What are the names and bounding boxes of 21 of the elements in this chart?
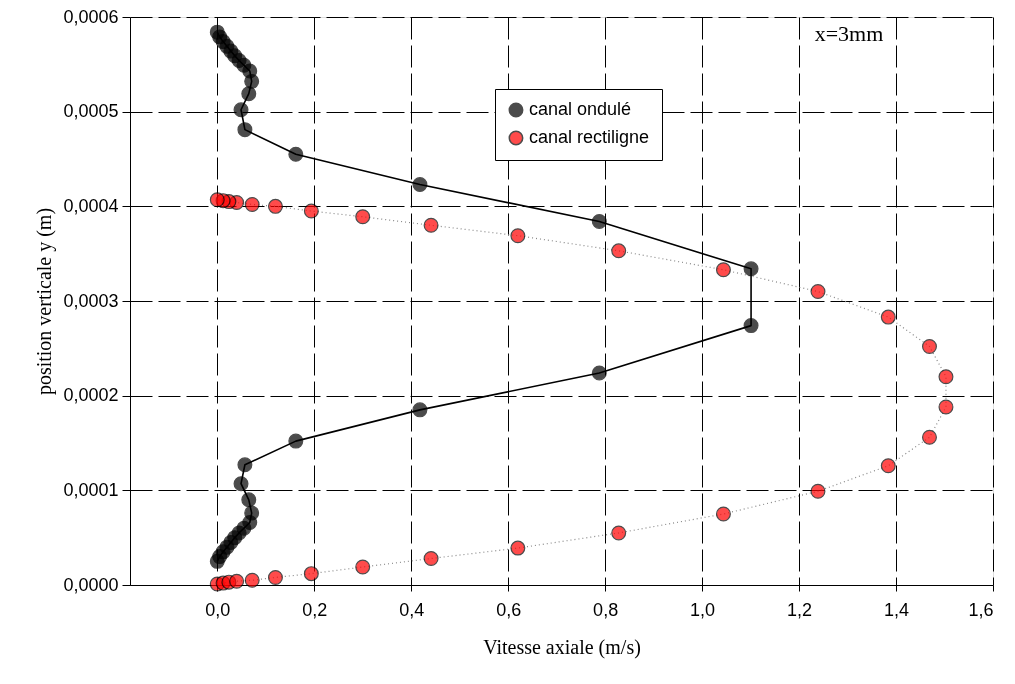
x-tick-label: 0,6 — [496, 599, 522, 620]
x-tick-label: 1,2 — [787, 599, 813, 620]
y-tick-label: 0,0001 — [63, 479, 119, 500]
legend-label: canal ondulé — [529, 99, 632, 119]
y-tick-label: 0,0002 — [63, 385, 119, 406]
x-tick-label: 0,8 — [593, 599, 619, 620]
y-axis-title: position verticale y (m) — [33, 207, 57, 396]
legend-label: canal rectiligne — [529, 127, 650, 147]
y-tick-label: 0,0006 — [63, 6, 119, 27]
x-tick-label: 0,4 — [399, 599, 425, 620]
x-tick-label: 0,2 — [302, 599, 328, 620]
annotation: x=3mm — [814, 21, 884, 46]
y-tick-label: 0,0005 — [63, 101, 119, 122]
y-tick-label: 0,0000 — [63, 574, 119, 595]
y-tick-label: 0,0004 — [63, 195, 119, 216]
x-tick-label: 1,4 — [884, 599, 910, 620]
x-tick-label: 0,0 — [205, 599, 231, 620]
x-tick-label: 1,6 — [968, 599, 994, 620]
x-axis-title: Vitesse axiale (m/s) — [483, 635, 641, 659]
y-tick-label: 0,0003 — [63, 290, 119, 311]
x-tick-label: 1,0 — [690, 599, 716, 620]
